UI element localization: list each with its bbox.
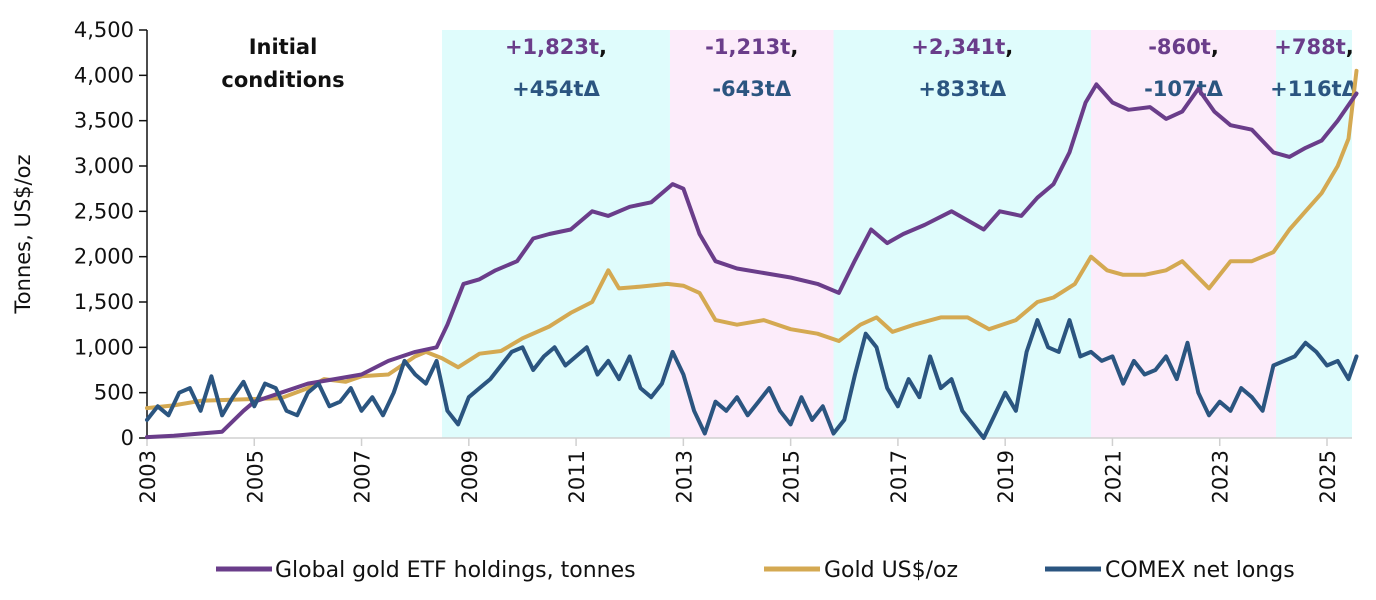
y-tick-label: 500 <box>94 381 134 405</box>
annotation-comex-change-2: -643tΔ <box>712 77 792 101</box>
x-tick-label: 2007 <box>351 450 375 503</box>
y-tick-label: 1,000 <box>74 335 134 359</box>
legend-label-gold: Gold US$/oz <box>824 558 958 583</box>
annotation-comex-change-1: +454tΔ <box>512 77 600 101</box>
series-line-gold <box>145 68 1359 411</box>
y-tick-label: 3,500 <box>74 109 134 133</box>
x-tick-label: 2003 <box>136 450 160 503</box>
legend-item-gold[interactable]: Gold US$/oz <box>764 558 958 583</box>
region-annotations: Initial conditions +1,823t, +454tΔ -1,213t, -… <box>221 35 1358 101</box>
annotation-etf-change-1: +1,823t, <box>505 35 607 59</box>
x-tick-label: 2025 <box>1316 450 1340 503</box>
x-tick-label: 2009 <box>458 450 482 503</box>
annotation-etf-change-2: -1,213t, <box>705 35 798 59</box>
x-tick-label: 2015 <box>780 450 804 503</box>
y-tick-label: 0 <box>121 426 134 450</box>
x-tick-label: 2013 <box>672 450 696 503</box>
y-tick-label: 4,000 <box>74 63 134 87</box>
x-tick-label: 2019 <box>994 450 1018 503</box>
region-shade-4 <box>1091 30 1277 438</box>
annotation-comex-change-3: +833tΔ <box>918 77 1006 101</box>
legend-label-comex: COMEX net longs <box>1105 558 1295 583</box>
series-lines <box>145 68 1359 440</box>
y-tick-label: 3,000 <box>74 154 134 178</box>
x-tick-label: 2011 <box>565 450 589 503</box>
series-line-etf <box>145 82 1359 440</box>
axes: 0 500 1,000 1,500 2,000 2,500 3,000 3,500 4,000 4… <box>74 18 1352 503</box>
y-tick-label: 2,000 <box>74 245 134 269</box>
legend-item-comex[interactable]: COMEX net longs <box>1045 558 1295 583</box>
y-tick-label: 2,500 <box>74 199 134 223</box>
annotation-etf-change-4: -860t, <box>1148 35 1219 59</box>
x-tick-label: 2021 <box>1101 450 1125 503</box>
legend: Global gold ETF holdings, tonnes Gold US… <box>216 558 1295 583</box>
annotation-comex-change-5: +116tΔ <box>1270 77 1358 101</box>
legend-label-etf: Global gold ETF holdings, tonnes <box>275 558 636 583</box>
x-tick-label: 2017 <box>887 450 911 503</box>
y-tick-label: 1,500 <box>74 290 134 314</box>
annotation-initial-line2: conditions <box>221 68 344 92</box>
x-tick-label: 2023 <box>1209 450 1233 503</box>
x-tick-label: 2005 <box>243 450 267 503</box>
annotation-etf-change-5: +788t, <box>1274 35 1353 59</box>
region-shade-2 <box>669 30 834 438</box>
annotation-initial-line1: Initial <box>249 35 318 59</box>
series-line-comex <box>145 318 1359 440</box>
legend-item-etf[interactable]: Global gold ETF holdings, tonnes <box>216 558 636 583</box>
y-axis-title: Tonnes, US$/oz <box>11 155 35 315</box>
annotation-comex-change-4: -107tΔ <box>1144 77 1224 101</box>
y-tick-label: 4,500 <box>74 18 134 42</box>
annotation-etf-change-3: +2,341t, <box>911 35 1013 59</box>
